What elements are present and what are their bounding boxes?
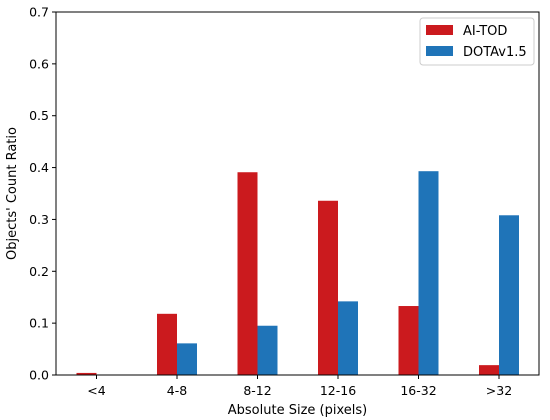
x-tick-label: 4-8 <box>167 383 187 398</box>
legend-swatch <box>426 25 453 35</box>
bar-ai-tod <box>398 306 419 375</box>
x-tick-label: 8-12 <box>243 383 271 398</box>
y-tick-label: 0.5 <box>29 108 49 123</box>
x-axis: <4 4-8 8-12 12-16 16-32 >32 <box>87 375 512 398</box>
y-tick-label: 0.3 <box>29 212 49 227</box>
x-tick-label: 16-32 <box>400 383 436 398</box>
bar-ai-tod <box>76 372 97 375</box>
x-tick-label: 12-16 <box>320 383 356 398</box>
legend-label: AI-TOD <box>463 24 507 39</box>
y-tick-label: 0.6 <box>29 56 49 71</box>
legend: AI-TOD DOTAv1.5 <box>419 17 535 66</box>
bar-ai-tod <box>318 200 338 375</box>
y-axis: 0.0 0.1 0.2 0.3 0.4 0.5 0.6 0.7 <box>29 5 56 383</box>
bar-dotav1-5 <box>338 301 358 375</box>
bar-ai-tod <box>479 365 499 375</box>
legend-label: DOTAv1.5 <box>463 45 527 60</box>
x-axis-label: Absolute Size (pixels) <box>228 403 367 418</box>
bar-dotav1-5 <box>257 325 278 375</box>
bar-ai-tod <box>237 172 258 375</box>
bar-dotav1-5 <box>177 343 197 375</box>
y-tick-label: 0.7 <box>29 5 49 20</box>
legend-swatch <box>426 46 453 56</box>
y-axis-label: Objects' Count Ratio <box>5 127 20 260</box>
x-tick-label: <4 <box>87 383 105 398</box>
y-tick-label: 0.4 <box>29 160 49 175</box>
bars-layer <box>76 171 519 375</box>
bar-dotav1-5 <box>499 215 519 375</box>
bar-dotav1-5 <box>418 171 439 375</box>
x-tick-label: >32 <box>486 383 512 398</box>
bar-ai-tod <box>157 313 177 375</box>
plot-frame <box>55 11 540 376</box>
y-tick-label: 0.1 <box>29 316 49 331</box>
y-tick-label: 0.0 <box>29 368 49 383</box>
y-tick-label: 0.2 <box>29 264 49 279</box>
